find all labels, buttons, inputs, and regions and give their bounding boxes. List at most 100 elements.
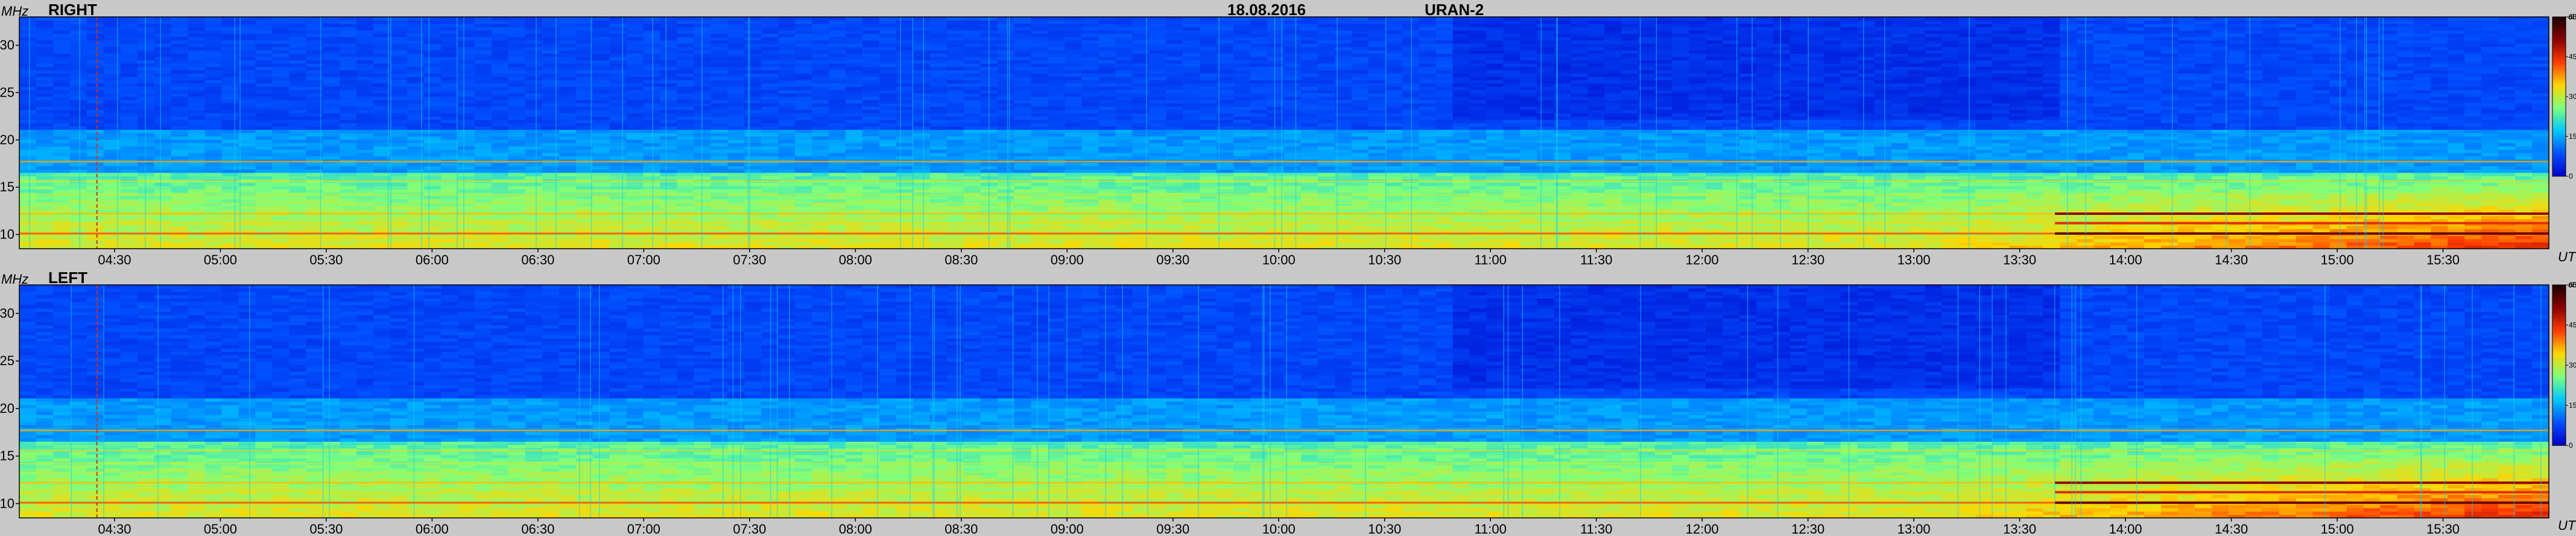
heatmap-cell [103, 199, 121, 203]
heatmap-cell [1098, 169, 1116, 173]
heatmap-cell [525, 83, 543, 87]
heatmap-cell [744, 49, 762, 54]
heatmap-cell [1014, 100, 1032, 104]
heatmap-cell [744, 40, 762, 44]
heatmap-cell [458, 76, 475, 80]
heatmap-cell [221, 156, 239, 160]
heatmap-cell [1098, 66, 1116, 71]
heatmap-cell [323, 229, 340, 233]
heatmap-cell [221, 242, 239, 246]
heatmap-cell [812, 56, 829, 60]
heatmap-cell [1132, 156, 1150, 160]
heatmap-cell [1132, 66, 1150, 71]
heatmap-cell [744, 149, 762, 153]
heatmap-cell [238, 123, 256, 127]
heatmap-cell [946, 152, 964, 156]
heatmap-cell [778, 100, 796, 104]
heatmap-cell [508, 136, 526, 140]
heatmap-cell [592, 96, 610, 100]
heatmap-cell [491, 33, 509, 37]
heatmap-cell [946, 53, 964, 57]
heatmap-cell [120, 30, 138, 34]
heatmap-cell [829, 27, 846, 31]
heatmap-cell [1132, 53, 1150, 57]
heatmap-cell [542, 172, 560, 176]
heatmap-cell [340, 123, 357, 127]
heatmap-cell [441, 83, 458, 87]
heatmap-cell [171, 40, 189, 44]
heatmap-cell [1031, 185, 1049, 190]
heatmap-cell [710, 49, 728, 54]
heatmap-cell [626, 40, 644, 44]
heatmap-cell [694, 215, 711, 220]
heatmap-cell [120, 152, 138, 156]
heatmap-cell [694, 63, 711, 67]
heatmap-cell [997, 89, 1015, 94]
heatmap-cell [727, 89, 745, 94]
heatmap-cell [559, 96, 577, 100]
heatmap-cell [373, 86, 391, 91]
heatmap-cell [36, 30, 54, 34]
heatmap-cell [137, 222, 155, 226]
heatmap-cell [1065, 33, 1083, 37]
heatmap-cell [1149, 199, 1166, 203]
heatmap-cell [238, 46, 256, 51]
heatmap-cell [862, 27, 880, 31]
heatmap-cell [946, 219, 964, 223]
heatmap-cell [1166, 24, 1183, 28]
heatmap-cell [694, 182, 711, 187]
heatmap-cell [52, 169, 71, 173]
heatmap-cell [626, 242, 644, 246]
heatmap-cell [862, 219, 880, 223]
heatmap-cell [896, 73, 914, 77]
heatmap-cell [609, 222, 627, 226]
heatmap-cell [744, 30, 762, 34]
heatmap-cell [1166, 165, 1183, 170]
heatmap-cell [36, 129, 54, 133]
heatmap-cell [1048, 40, 1066, 44]
heatmap-cell [69, 225, 87, 229]
heatmap-cell [1115, 103, 1133, 107]
heatmap-cell [559, 116, 577, 120]
heatmap-cell [508, 69, 526, 74]
heatmap-cell [474, 86, 492, 91]
heatmap-cell [1065, 36, 1083, 40]
heatmap-cell [323, 53, 340, 57]
heatmap-cell [913, 156, 931, 160]
heatmap-cell [795, 139, 812, 144]
heatmap-cell [103, 27, 121, 31]
heatmap-cell [458, 36, 475, 40]
heatmap-cell [660, 80, 678, 84]
heatmap-cell [913, 49, 931, 54]
heatmap-cell [103, 100, 121, 104]
heatmap-cell [879, 109, 897, 113]
heatmap-cell [1132, 30, 1150, 34]
heatmap-cell [913, 142, 931, 147]
heatmap-cell [963, 27, 981, 31]
heatmap-cell [677, 80, 694, 84]
heatmap-cell [744, 235, 762, 240]
heatmap-cell [356, 156, 374, 160]
heatmap-cell [1065, 136, 1083, 140]
heatmap-cell [643, 93, 661, 97]
heatmap-cell [559, 182, 577, 187]
heatmap-cell [946, 156, 964, 160]
heatmap-cell [1200, 120, 1217, 124]
heatmap-cell [204, 139, 223, 144]
heatmap-cell [306, 202, 323, 206]
heatmap-cell [137, 66, 155, 71]
heatmap-cell [356, 209, 374, 213]
heatmap-cell [727, 176, 745, 180]
heatmap-cell [491, 83, 509, 87]
heatmap-cell [929, 27, 948, 31]
heatmap-cell [188, 169, 206, 173]
heatmap-cell [86, 27, 104, 31]
heatmap-cell [778, 53, 796, 57]
heatmap-cell [154, 60, 172, 64]
heatmap-cell [1132, 103, 1150, 107]
heatmap-cell [946, 120, 964, 124]
heatmap-cell [609, 100, 627, 104]
heatmap-cell [694, 60, 711, 64]
heatmap-cell [255, 133, 273, 137]
heatmap-cell [86, 17, 104, 21]
